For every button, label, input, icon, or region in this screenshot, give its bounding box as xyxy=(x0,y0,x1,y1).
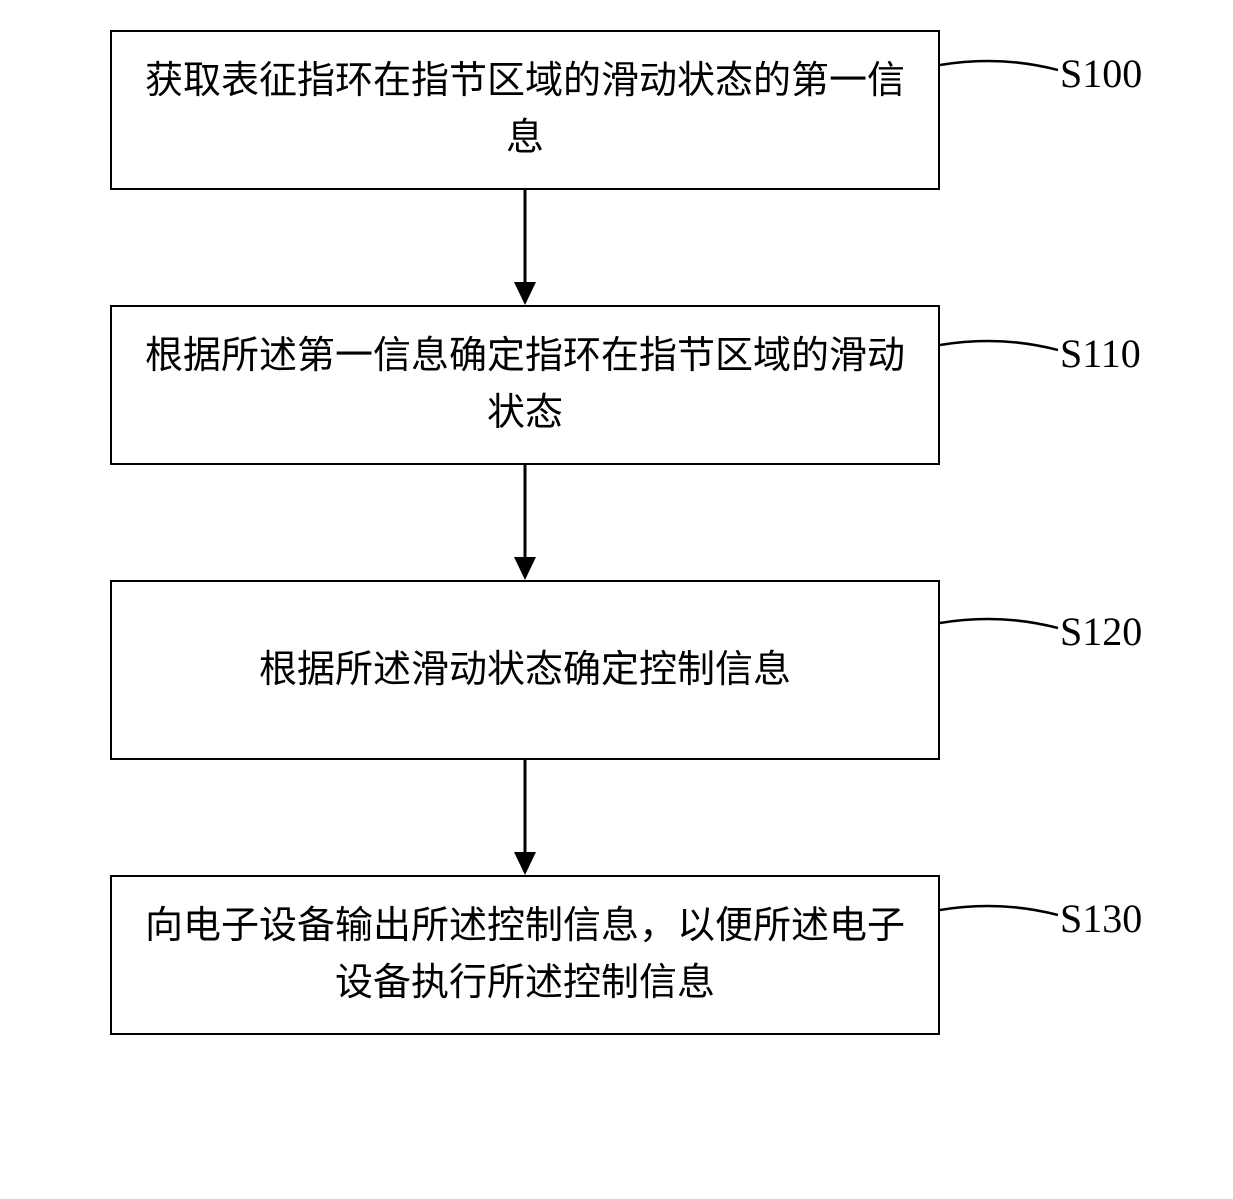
step-label-s110: S110 xyxy=(1060,330,1141,377)
label-text: S130 xyxy=(1060,896,1142,941)
step-label-s120: S120 xyxy=(1060,608,1142,655)
label-text: S110 xyxy=(1060,331,1141,376)
arrow-s110-s120 xyxy=(110,465,940,580)
step-box-s100: 获取表征指环在指节区域的滑动状态的第一信息 xyxy=(110,30,940,190)
arrow-s100-s110 xyxy=(110,190,940,305)
step-box-s120: 根据所述滑动状态确定控制信息 xyxy=(110,580,940,760)
step-box-s130: 向电子设备输出所述控制信息，以便所述电子设备执行所述控制信息 xyxy=(110,875,940,1035)
step-text: 获取表征指环在指节区域的滑动状态的第一信息 xyxy=(142,53,908,167)
label-text: S120 xyxy=(1060,609,1142,654)
step-label-s100: S100 xyxy=(1060,50,1142,97)
step-text: 根据所述第一信息确定指环在指节区域的滑动状态 xyxy=(142,328,908,442)
step-label-s130: S130 xyxy=(1060,895,1142,942)
arrow-s120-s130 xyxy=(110,760,940,875)
step-box-s110: 根据所述第一信息确定指环在指节区域的滑动状态 xyxy=(110,305,940,465)
step-text: 向电子设备输出所述控制信息，以便所述电子设备执行所述控制信息 xyxy=(142,898,908,1012)
step-text: 根据所述滑动状态确定控制信息 xyxy=(259,642,791,699)
label-text: S100 xyxy=(1060,51,1142,96)
